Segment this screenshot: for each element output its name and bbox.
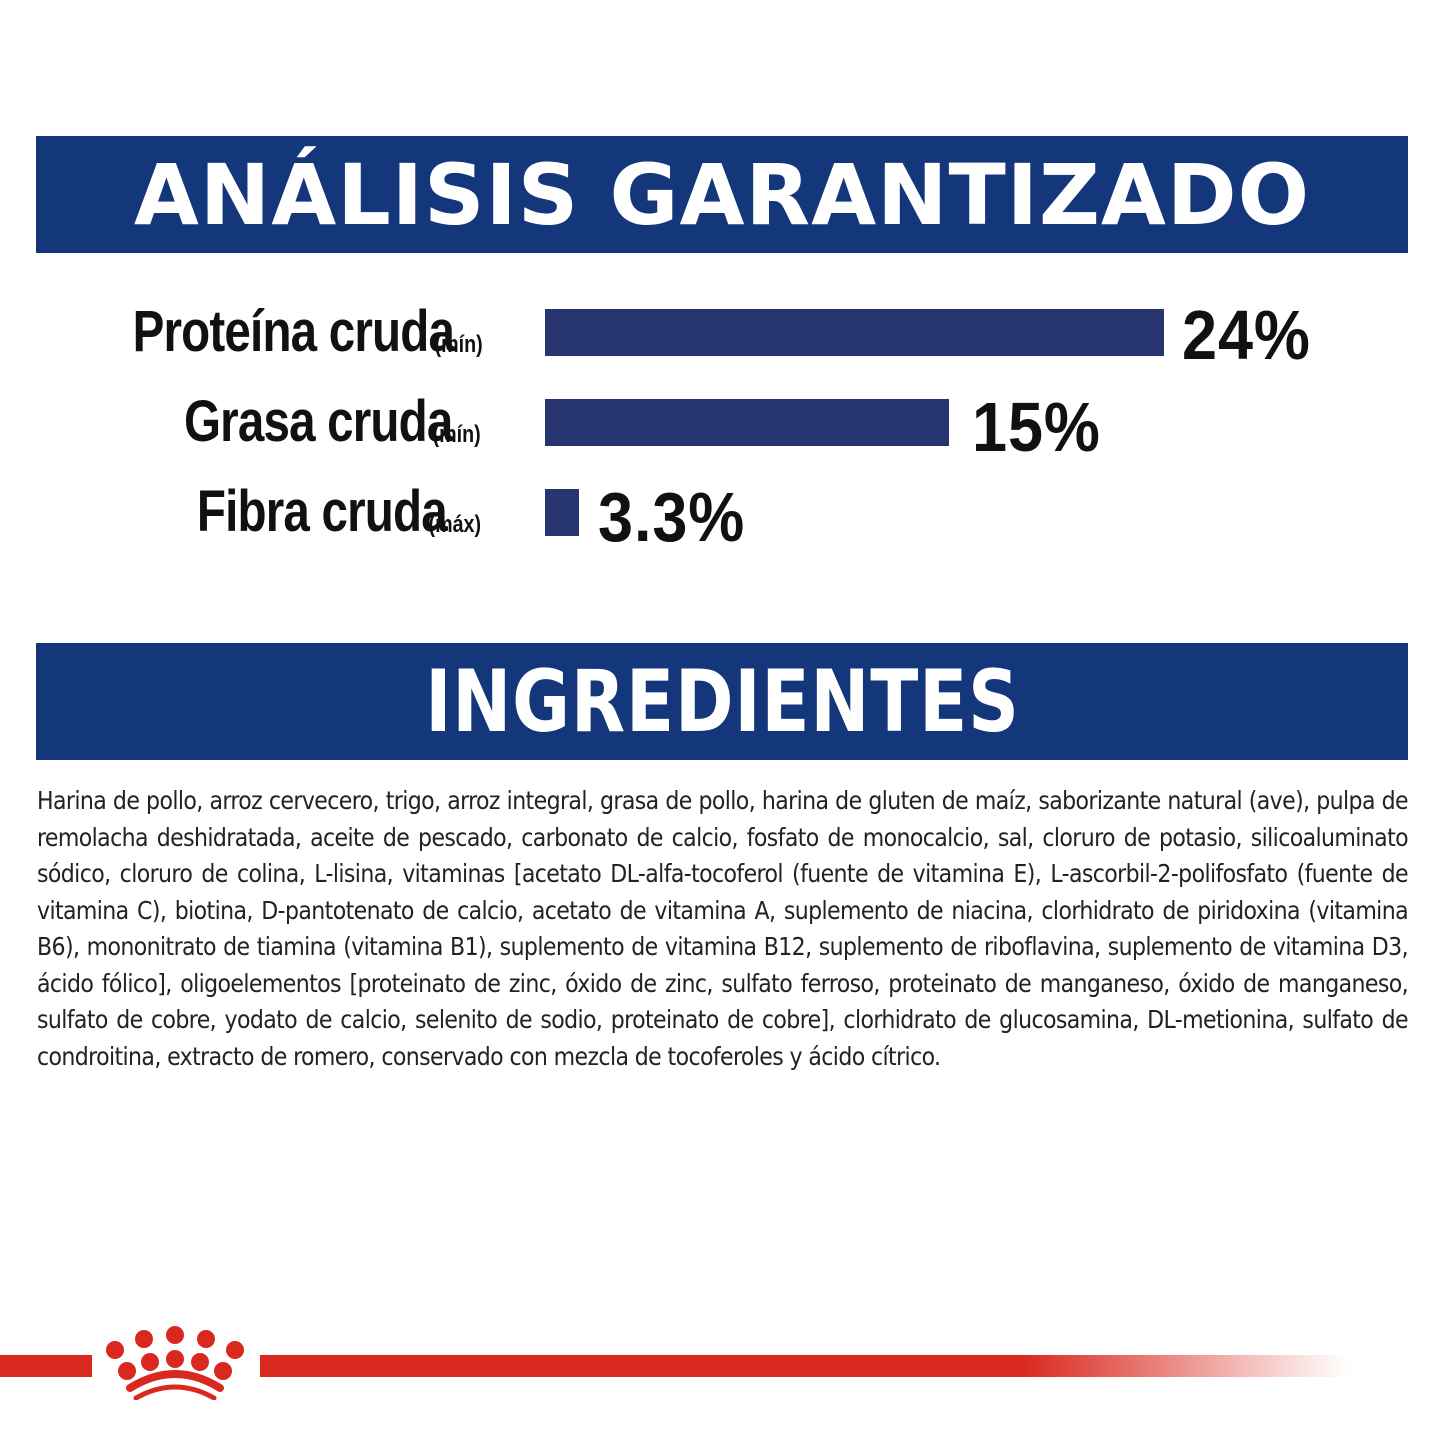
nutrient-row-fiber: Fibra cruda (máx) 3.3% <box>0 479 1445 552</box>
nutrient-label: Grasa cruda (mín) <box>125 389 481 454</box>
ingredients-header: INGREDIENTES <box>36 643 1408 760</box>
brand-stripe-right <box>260 1355 1350 1377</box>
brand-stripe-left <box>0 1355 92 1377</box>
nutrient-label: Fibra cruda (máx) <box>142 479 481 544</box>
nutrient-name: Grasa cruda <box>183 389 453 454</box>
analysis-header: ANÁLISIS GARANTIZADO <box>36 136 1408 253</box>
nutrient-qualifier: (máx) <box>428 511 481 538</box>
nutrient-value: 3.3% <box>598 478 746 556</box>
analysis-title: ANÁLISIS GARANTIZADO <box>133 145 1311 244</box>
nutrient-name: Proteína cruda <box>132 299 455 364</box>
nutrient-row-fat: Grasa cruda (mín) 15% <box>0 389 1445 462</box>
nutrient-bar <box>545 489 579 536</box>
ingredients-text: Harina de pollo, arroz cervecero, trigo,… <box>37 786 1409 1071</box>
ingredients-title: INGREDIENTES <box>424 651 1020 752</box>
nutrient-qualifier: (mín) <box>434 331 483 358</box>
crown-icon <box>100 1320 250 1401</box>
nutrient-value: 15% <box>972 388 1101 466</box>
nutrient-qualifier: (mín) <box>432 421 481 448</box>
nutrient-bar <box>545 399 949 446</box>
nutrient-value: 24% <box>1182 296 1311 374</box>
nutrient-name: Fibra cruda <box>196 479 448 544</box>
nutrient-bar <box>545 309 1164 356</box>
nutrient-label: Proteína cruda (mín) <box>62 299 483 364</box>
nutrient-row-protein: Proteína cruda (mín) 24% <box>0 299 1445 370</box>
brand-footer <box>0 1320 1445 1401</box>
